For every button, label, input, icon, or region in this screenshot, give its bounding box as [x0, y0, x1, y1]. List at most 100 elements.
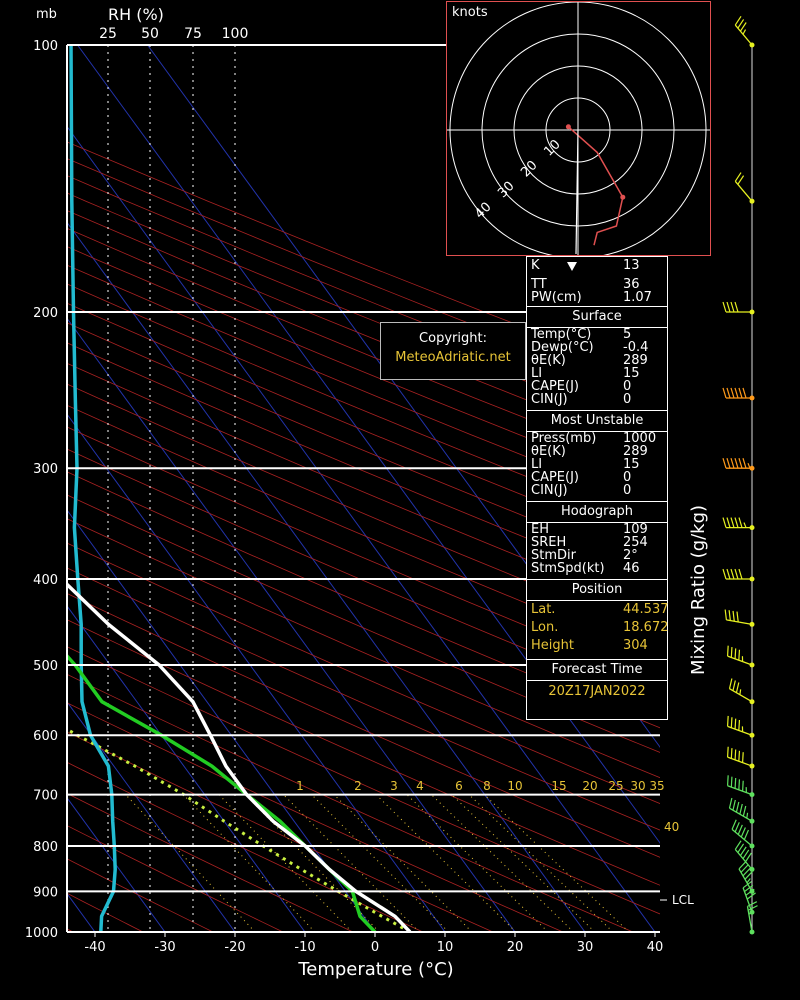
position-section: Lat. 44.537 Lon. 18.672 Height 304: [527, 601, 669, 655]
rh-curve: [69, 45, 117, 932]
wind-barb-feather: [738, 458, 743, 469]
hodograph-param-label: StmDir: [531, 548, 576, 563]
pressure-label: 900: [33, 885, 58, 900]
wind-barb-feather: [736, 611, 739, 623]
position-value: 18.672: [623, 620, 669, 635]
mixing-ratio-line: [333, 794, 473, 932]
wind-barb-feather: [742, 29, 747, 35]
wind-barb-feather: [747, 462, 751, 469]
isotherm-line: [67, 509, 376, 932]
wind-barb-feather: [743, 829, 750, 840]
hodograph-trace: [567, 126, 624, 246]
mixing-ratio-label: 6: [455, 779, 463, 793]
dry-adiabat-line: [67, 731, 494, 932]
wind-barb-feather: [739, 803, 743, 815]
wind-barb-feather: [737, 19, 745, 29]
surface-row: Dewp(°C) -0.4: [527, 341, 667, 354]
temperature-curve: [67, 582, 412, 932]
wind-barb-feather: [731, 819, 737, 830]
wind-barb-feather: [726, 775, 729, 786]
isotherm-line: [147, 45, 660, 748]
wind-barb-feather: [745, 852, 752, 863]
surface-row: θE(K) 289: [527, 354, 667, 367]
wind-barb-feather: [738, 860, 747, 870]
dry-adiabat-line: [67, 646, 660, 915]
isotherm-line: [67, 796, 166, 932]
most-unstable-section: Press(mb) 1000 θE(K) 289 LI 15 CAPE(J) 0 CIN(J) 0: [527, 432, 667, 497]
mixing-ratio-label: 4: [416, 779, 424, 793]
wind-barb-feather: [722, 458, 727, 469]
wind-barb-shaft: [746, 906, 753, 933]
wind-barb-feather: [746, 892, 756, 900]
surface-row: CAPE(J) 0: [527, 380, 667, 393]
wind-barb-feather: [732, 610, 735, 622]
position-row: Lon. 18.672: [527, 619, 669, 637]
position-title: Position: [527, 579, 667, 601]
x-tick-label: 20: [507, 940, 524, 955]
wind-barb-feather: [726, 458, 731, 469]
dry-adiabat-line: [67, 567, 660, 831]
position-value: 44.537: [623, 602, 669, 617]
wind-barb-shaft: [742, 887, 753, 913]
wind-barb-feather: [738, 568, 743, 580]
surface-label: Dewp(°C): [531, 340, 594, 355]
wind-barb-feather: [744, 884, 754, 893]
wind-barb-feather: [739, 689, 742, 695]
copyright-box: Copyright: MeteoAdriatic.net: [380, 322, 526, 380]
hodograph-param-value: 2°: [623, 548, 638, 563]
wind-barb-feather: [726, 715, 729, 727]
surface-row: Temp(°C) 5: [527, 328, 667, 341]
mixing-ratio-label: 1: [296, 779, 304, 793]
wind-barb-feather: [738, 719, 741, 731]
wind-barb-feather: [734, 840, 742, 850]
isotherm-line: [67, 605, 306, 932]
wind-barb-feather: [734, 648, 737, 659]
wind-barb-shaft: [727, 655, 753, 666]
dry-adiabat-line: [67, 362, 660, 614]
pressure-label: 600: [33, 729, 58, 744]
wind-barb-feather: [734, 517, 739, 528]
surface-section: Temp(°C) 5 Dewp(°C) -0.4 θE(K) 289 LI 15 CAPE(J)…: [527, 328, 667, 406]
surface-title: Surface: [527, 306, 667, 328]
pressure-label: 200: [33, 306, 58, 321]
wind-barb-feather: [728, 797, 733, 809]
pressure-label: 800: [33, 840, 58, 855]
hodograph-end-dot: [620, 194, 626, 200]
index-pw-row: PW(cm) 1.07: [527, 291, 667, 304]
wind-barb-shaft: [731, 828, 753, 847]
storm-motion-arrow-icon: [567, 262, 577, 271]
surface-label: CAPE(J): [531, 379, 580, 394]
mixing-ratio-line: [406, 794, 549, 932]
wind-barb-feather: [745, 888, 755, 896]
wind-barb-feather: [734, 822, 740, 833]
wind-barb-feather: [744, 871, 753, 880]
x-tick-label: -20: [224, 940, 245, 955]
position-value: 304: [623, 638, 648, 653]
mixing-ratio-line: [468, 794, 614, 932]
dry-adiabat-line: [67, 858, 214, 932]
surface-label: LI: [531, 366, 543, 381]
dry-adiabat-line: [67, 792, 354, 932]
wind-barb-feather: [734, 172, 742, 182]
most-unstable-label: θE(K): [531, 444, 566, 459]
wind-barb-feather: [740, 827, 746, 838]
mixing-ratio-line: [283, 794, 420, 932]
dry-adiabat-line: [67, 283, 660, 530]
isotherm-line: [0, 45, 25, 932]
most-unstable-value: 0: [623, 470, 632, 485]
wind-barb-feather: [742, 387, 747, 399]
x-axis-title: Temperature (°C): [297, 959, 453, 980]
position-label: Lon.: [531, 620, 559, 635]
wind-barb-feather: [726, 301, 731, 313]
rh-label: RH (%): [108, 5, 164, 24]
wind-barb-feather: [734, 301, 739, 313]
most-unstable-value: 15: [623, 457, 640, 472]
dry-adiabat-line: [67, 518, 660, 779]
forecast-time-title: Forecast Time: [527, 659, 667, 681]
wind-barb-feather: [740, 864, 749, 873]
rh-tick-label: 25: [99, 26, 117, 42]
wind-barb-feather: [730, 458, 735, 469]
hodograph-units-label: knots: [452, 5, 488, 20]
hodograph-params-title: Hodograph: [527, 501, 667, 523]
most-unstable-row: CAPE(J) 0: [527, 471, 667, 484]
